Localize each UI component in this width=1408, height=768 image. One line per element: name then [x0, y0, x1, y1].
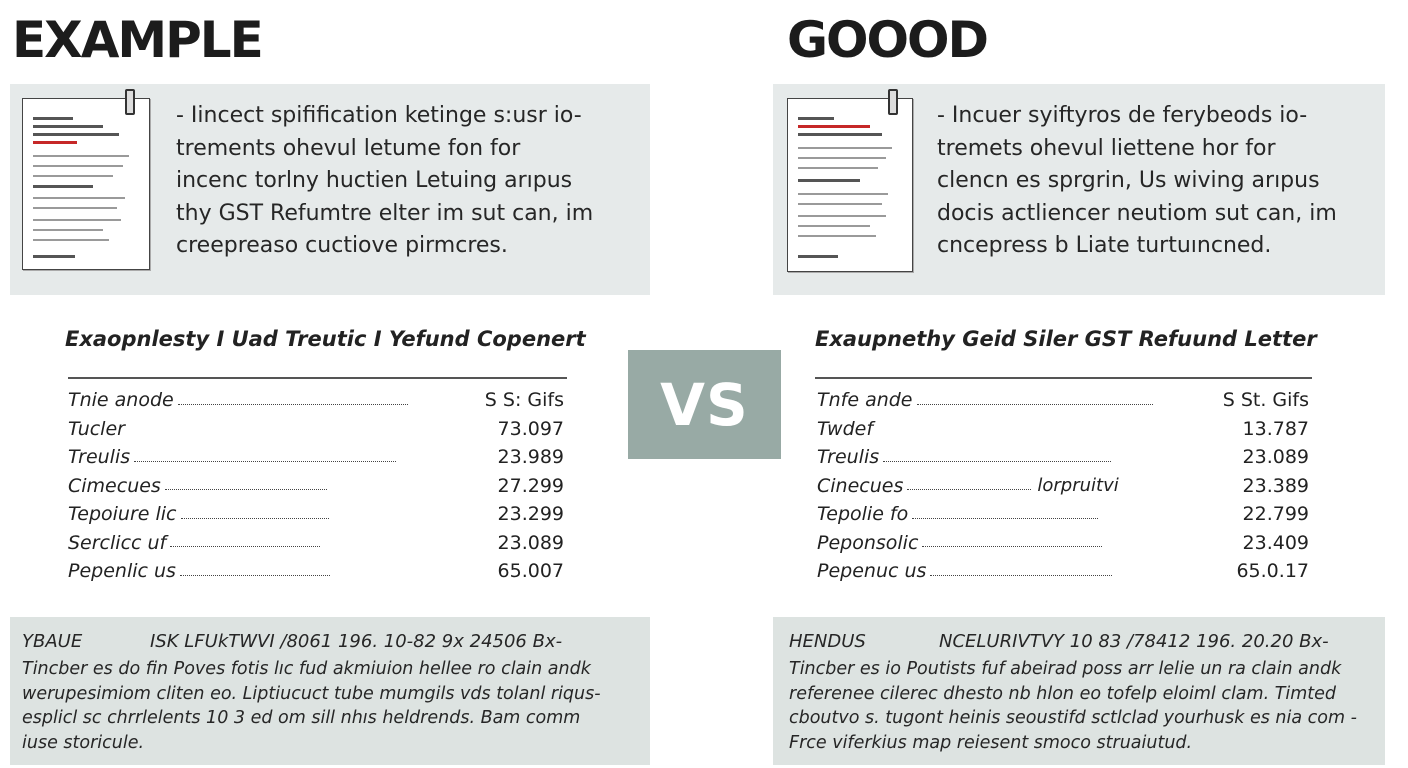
row-middle-text: lorpruitvi [1037, 475, 1119, 497]
row-value: 27.299 [497, 474, 564, 497]
dot-leader [134, 460, 397, 462]
row-label: Treulis [68, 446, 131, 469]
table-row: Cimecues 27.299 [68, 472, 564, 501]
footer-tag: YBAUE [22, 631, 83, 652]
table-row: Pepenuc us 65.0.17 [817, 557, 1309, 586]
good-panel: GOOOD - Incuer syiftyros de ferybeods io… [773, 0, 1385, 768]
dot-leader [907, 489, 1032, 491]
row-label: Pepenuc us [817, 560, 927, 583]
table-row: Tnie anode S S: Gifs [68, 386, 564, 415]
row-label: Tepolie fo [817, 503, 909, 526]
table-row: Twdef 13.787 [817, 415, 1309, 444]
dot-leader [170, 546, 321, 548]
example-heading: EXAMPLE [12, 11, 264, 69]
document-thumbnail-icon [787, 89, 913, 272]
good-table-title: Exaupnethy Geid Siler GST Refuund Letter [815, 327, 1317, 351]
example-table: Tnie anode S S: Gifs Tucler 73.097 Treul… [68, 386, 564, 586]
row-value: 23.299 [497, 503, 564, 526]
footer-tag: HENDUS [789, 631, 866, 652]
example-intro-text: - Iincect spifification ketinge s:usr io… [176, 103, 594, 258]
row-value: 23.089 [497, 531, 564, 554]
row-value: 65.007 [497, 560, 564, 583]
dot-leader [922, 546, 1103, 548]
table-row: Tepoiure lic 23.299 [68, 500, 564, 529]
dot-leader [930, 574, 1113, 576]
example-footer-box: YBAUE ISK LFUkTWVI /8061 196. 10-82 9x 2… [10, 617, 650, 765]
table-row: Treulis 23.989 [68, 443, 564, 472]
row-value: S St. Gifs [1222, 389, 1309, 412]
dot-leader [164, 489, 327, 491]
dot-leader [912, 517, 1099, 519]
row-value: 23.089 [1242, 446, 1309, 469]
row-value: S S: Gifs [484, 389, 564, 412]
table-row: Serclicc uf 23.089 [68, 529, 564, 558]
table-row: Cinecues lorpruitvi 23.389 [817, 472, 1309, 501]
table-row: Tepolie fo 22.799 [817, 500, 1309, 529]
row-value: 23.989 [497, 446, 564, 469]
row-label: Peponsolic [817, 531, 919, 554]
good-table-divider [815, 377, 1312, 379]
dot-leader [180, 517, 329, 519]
row-label: Tnfe ande [817, 389, 913, 412]
dot-leader [916, 403, 1153, 405]
example-footer-text: Tincber es do fin Poves fotis lıc fud ak… [22, 659, 601, 753]
row-value: 13.787 [1242, 417, 1309, 440]
table-row: Tucler 73.097 [68, 415, 564, 444]
row-label: Tepoiure lic [68, 503, 177, 526]
good-intro-text: - Incuer syiftyros de ferybeods io- trem… [937, 103, 1337, 258]
good-intro-box: - Incuer syiftyros de ferybeods io- trem… [773, 84, 1385, 295]
example-table-divider [68, 377, 567, 379]
footer-code: NCELURIVTVY 10 83 /78412 196. 20.20 Bx- [939, 631, 1329, 652]
dot-leader [179, 574, 330, 576]
footer-header-line: YBAUE ISK LFUkTWVI /8061 196. 10-82 9x 2… [22, 631, 640, 657]
row-label: Twdef [817, 417, 874, 440]
row-label: Tnie anode [68, 389, 174, 412]
row-value: 73.097 [497, 417, 564, 440]
example-intro-box: - Iincect spifification ketinge s:usr io… [10, 84, 650, 295]
row-label: Cinecues [817, 474, 904, 497]
example-table-title: Exaopnlesty I Uad Treutic I Yefund Copen… [65, 327, 586, 351]
good-footer-text: Tincber es io Poutists fuf abeirad poss … [789, 659, 1357, 753]
row-value: 23.389 [1242, 474, 1309, 497]
footer-code: ISK LFUkTWVI /8061 196. 10-82 9x 24506 B… [150, 631, 563, 652]
table-row: Peponsolic 23.409 [817, 529, 1309, 558]
table-row: Pepenlic us 65.007 [68, 557, 564, 586]
good-table: Tnfe ande S St. Gifs Twdef 13.787 Treuli… [817, 386, 1309, 586]
row-label: Serclicc uf [68, 531, 167, 554]
example-panel: EXAMPLE - Iincect spifification ketinge … [10, 0, 650, 768]
row-value: 22.799 [1242, 503, 1309, 526]
table-row: Tnfe ande S St. Gifs [817, 386, 1309, 415]
row-label: Treulis [817, 446, 880, 469]
table-row: Treulis 23.089 [817, 443, 1309, 472]
row-label: Pepenlic us [68, 560, 176, 583]
good-footer-box: HENDUS NCELURIVTVY 10 83 /78412 196. 20.… [773, 617, 1385, 765]
vs-badge: VS [628, 350, 781, 459]
row-value: 65.0.17 [1236, 560, 1309, 583]
footer-header-line: HENDUS NCELURIVTVY 10 83 /78412 196. 20.… [789, 631, 1375, 657]
row-value: 23.409 [1242, 531, 1309, 554]
good-heading: GOOOD [787, 11, 989, 69]
document-thumbnail-icon [22, 89, 150, 270]
dot-leader [177, 403, 408, 405]
row-label: Cimecues [68, 474, 161, 497]
dot-leader [883, 460, 1112, 462]
row-label: Tucler [68, 417, 125, 440]
